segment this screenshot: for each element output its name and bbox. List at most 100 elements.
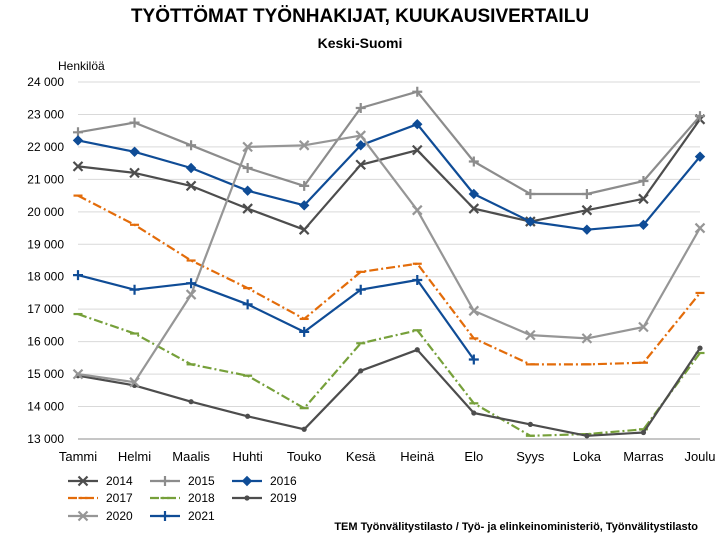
series-line (77, 118, 701, 231)
data-point (640, 429, 647, 436)
data-point (471, 410, 477, 416)
data-point (584, 433, 590, 439)
x-tick-label: Huhti (232, 449, 262, 464)
series-2016 (72, 118, 706, 235)
data-point (525, 188, 536, 199)
x-tick-label: Touko (287, 449, 322, 464)
y-tick-label: 24 000 (27, 75, 64, 89)
grid-lines (78, 81, 700, 440)
data-point (129, 146, 140, 157)
data-point (185, 180, 197, 192)
data-point (185, 162, 197, 174)
data-point (355, 102, 366, 113)
series-line (77, 313, 701, 437)
data-point (355, 140, 366, 151)
data-point (245, 413, 251, 419)
data-point (72, 368, 84, 380)
data-point (638, 175, 649, 186)
legend-item-2015: 2015 (150, 474, 215, 488)
source-note: TEM Työnvälitystilasto / Työ- ja elinkei… (334, 521, 698, 533)
data-point (301, 426, 307, 432)
data-point (188, 399, 194, 405)
legend-label: 2016 (270, 474, 297, 488)
data-point (242, 185, 253, 196)
data-point (525, 216, 536, 227)
legend-item-2019: 2019 (232, 491, 297, 505)
series-lines (72, 86, 706, 439)
data-point (160, 511, 170, 521)
x-tick-label: Marras (623, 449, 664, 464)
chart-subtitle: Keski-Suomi (317, 35, 403, 51)
y-tick-label: 14 000 (27, 400, 64, 414)
data-point (298, 140, 310, 151)
series-line (77, 90, 701, 196)
series-2015 (73, 86, 705, 199)
data-point (72, 135, 84, 146)
legend-item-2020: 2020 (68, 509, 133, 523)
data-point (242, 141, 253, 153)
data-point (581, 333, 593, 344)
y-tick-label: 19 000 (27, 237, 64, 251)
data-point (242, 163, 253, 174)
legend-item-2014: 2014 (68, 474, 133, 488)
data-point (72, 161, 84, 172)
data-point (186, 140, 197, 151)
data-point (694, 222, 706, 234)
data-point (411, 144, 423, 156)
data-point (129, 117, 140, 128)
legend-label: 2018 (188, 491, 215, 505)
legend-label: 2015 (188, 474, 215, 488)
data-point (638, 193, 649, 205)
data-point (468, 305, 480, 317)
x-tick-label: Syys (516, 449, 545, 464)
data-point (73, 270, 83, 281)
y-tick-label: 16 000 (27, 335, 64, 349)
data-point (468, 188, 480, 200)
data-point (298, 200, 310, 211)
series-2017 (73, 194, 705, 366)
data-point (468, 156, 479, 167)
legend-item-2021: 2021 (150, 509, 215, 523)
y-tick-label: 13 000 (27, 432, 64, 446)
series-line (77, 274, 475, 361)
x-tick-label: Maalis (172, 449, 210, 464)
legend-label: 2021 (188, 509, 215, 523)
y-tick-labels: 13 000 14 000 15 000 16 000 17 000 18 000 19 0… (27, 75, 64, 446)
data-point (77, 475, 89, 487)
y-tick-label: 18 000 (27, 270, 64, 284)
series-2018 (73, 312, 705, 437)
x-tick-label: Tammi (59, 449, 97, 464)
data-point (355, 159, 367, 171)
data-point (468, 354, 479, 365)
data-point (412, 274, 423, 285)
data-point (411, 204, 423, 216)
y-tick-label: 20 000 (27, 205, 64, 219)
data-point (242, 299, 253, 310)
legend-item-2017: 2017 (68, 491, 133, 505)
data-point (358, 368, 364, 374)
data-point (298, 224, 310, 235)
data-point (638, 219, 649, 231)
data-point (581, 224, 593, 235)
chart-title: TYÖTTÖMAT TYÖNHAKIJAT, KUUKAUSIVERTAILU (130, 6, 590, 27)
data-point (414, 347, 420, 353)
legend-item-2018: 2018 (150, 491, 215, 505)
data-point (355, 284, 366, 295)
data-point (244, 495, 250, 501)
y-tick-label: 17 000 (27, 302, 64, 316)
legend-item-2016: 2016 (232, 474, 297, 488)
data-point (695, 111, 705, 122)
data-point (77, 510, 89, 522)
data-point (638, 321, 649, 333)
data-point (527, 421, 533, 427)
x-tick-label: Joulu (684, 449, 715, 464)
data-point (525, 329, 536, 341)
data-point (694, 151, 706, 162)
series-2020 (72, 130, 706, 388)
data-point (355, 130, 367, 141)
data-point (299, 180, 310, 191)
y-axis-label: Henkilöä (58, 59, 105, 73)
data-point (186, 278, 197, 289)
data-point (185, 289, 197, 300)
